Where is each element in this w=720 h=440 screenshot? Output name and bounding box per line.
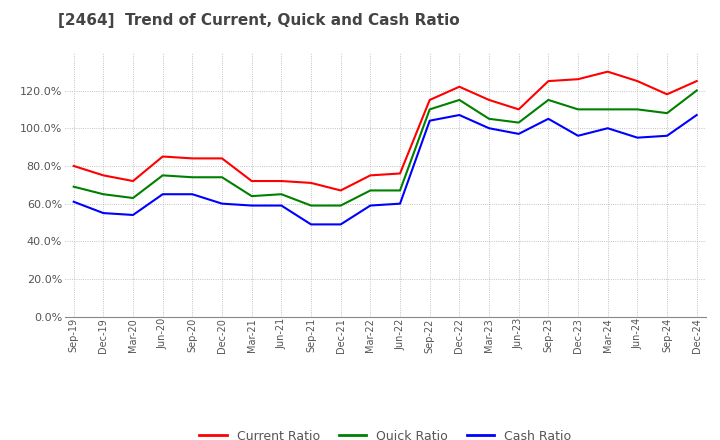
Cash Ratio [693, 112, 701, 117]
Current Ratio [69, 163, 78, 169]
Current Ratio [336, 188, 345, 193]
Current Ratio [396, 171, 405, 176]
Cash Ratio [662, 133, 671, 139]
Quick Ratio [188, 175, 197, 180]
Quick Ratio [336, 203, 345, 208]
Cash Ratio [307, 222, 315, 227]
Quick Ratio [277, 191, 286, 197]
Current Ratio [633, 78, 642, 84]
Cash Ratio [426, 118, 434, 123]
Cash Ratio [633, 135, 642, 140]
Current Ratio [99, 173, 108, 178]
Current Ratio [455, 84, 464, 89]
Current Ratio [277, 178, 286, 183]
Cash Ratio [336, 222, 345, 227]
Cash Ratio [277, 203, 286, 208]
Current Ratio [248, 178, 256, 183]
Cash Ratio [366, 203, 374, 208]
Quick Ratio [396, 188, 405, 193]
Quick Ratio [514, 120, 523, 125]
Current Ratio [662, 92, 671, 97]
Quick Ratio [485, 116, 493, 121]
Current Ratio [217, 156, 226, 161]
Current Ratio [574, 77, 582, 82]
Current Ratio [485, 97, 493, 103]
Quick Ratio [129, 195, 138, 201]
Quick Ratio [544, 97, 553, 103]
Quick Ratio [693, 88, 701, 93]
Current Ratio [693, 78, 701, 84]
Quick Ratio [248, 194, 256, 199]
Current Ratio [158, 154, 167, 159]
Quick Ratio [366, 188, 374, 193]
Current Ratio [603, 69, 612, 74]
Line: Quick Ratio: Quick Ratio [73, 91, 697, 205]
Cash Ratio [99, 210, 108, 216]
Cash Ratio [129, 213, 138, 218]
Cash Ratio [603, 125, 612, 131]
Cash Ratio [248, 203, 256, 208]
Cash Ratio [158, 191, 167, 197]
Quick Ratio [574, 107, 582, 112]
Current Ratio [129, 178, 138, 183]
Quick Ratio [455, 97, 464, 103]
Quick Ratio [662, 110, 671, 116]
Current Ratio [188, 156, 197, 161]
Current Ratio [514, 107, 523, 112]
Cash Ratio [396, 201, 405, 206]
Quick Ratio [633, 107, 642, 112]
Legend: Current Ratio, Quick Ratio, Cash Ratio: Current Ratio, Quick Ratio, Cash Ratio [194, 425, 576, 440]
Quick Ratio [307, 203, 315, 208]
Quick Ratio [217, 175, 226, 180]
Quick Ratio [69, 184, 78, 189]
Line: Cash Ratio: Cash Ratio [73, 115, 697, 224]
Quick Ratio [99, 191, 108, 197]
Cash Ratio [455, 112, 464, 117]
Quick Ratio [603, 107, 612, 112]
Cash Ratio [485, 125, 493, 131]
Cash Ratio [514, 131, 523, 136]
Cash Ratio [574, 133, 582, 139]
Text: [2464]  Trend of Current, Quick and Cash Ratio: [2464] Trend of Current, Quick and Cash … [58, 13, 459, 28]
Cash Ratio [69, 199, 78, 205]
Quick Ratio [158, 173, 167, 178]
Cash Ratio [544, 116, 553, 121]
Current Ratio [307, 180, 315, 186]
Cash Ratio [217, 201, 226, 206]
Current Ratio [366, 173, 374, 178]
Current Ratio [426, 97, 434, 103]
Line: Current Ratio: Current Ratio [73, 72, 697, 191]
Quick Ratio [426, 107, 434, 112]
Current Ratio [544, 78, 553, 84]
Cash Ratio [188, 191, 197, 197]
